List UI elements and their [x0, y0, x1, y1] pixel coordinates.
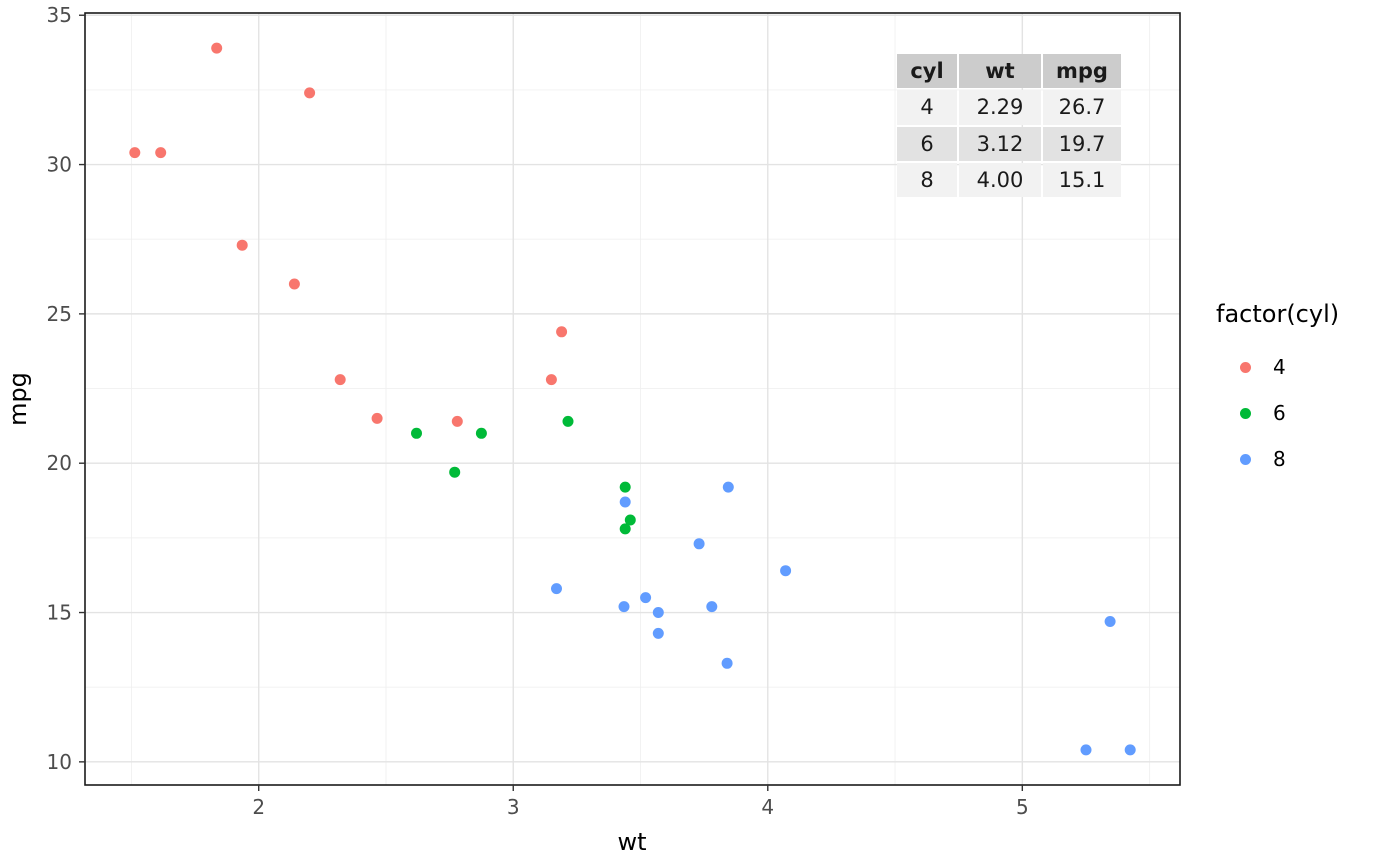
data-point-cyl6	[562, 415, 574, 427]
data-point-cyl8	[619, 496, 631, 508]
inset-table-cell: 15.1	[1043, 163, 1121, 198]
data-point-cyl4	[556, 326, 568, 338]
inset-table: cyl wt mpg 4 2.29 26.7 6 3.12 19.7 8 4.00 15.1	[895, 52, 1123, 199]
y-tick-label: 35	[47, 3, 72, 27]
data-point-cyl8	[693, 538, 705, 550]
y-tick-label: 10	[47, 750, 72, 774]
y-tick-label: 30	[47, 153, 72, 177]
data-point-cyl8	[706, 601, 718, 613]
data-point-cyl4	[236, 239, 248, 251]
legend-entry-8: 8	[1216, 436, 1339, 482]
data-point-cyl6	[411, 427, 422, 439]
legend-key-dot	[1240, 407, 1251, 419]
legend-label: 4	[1273, 355, 1286, 379]
y-tick-label: 20	[47, 451, 72, 475]
data-point-cyl6	[619, 481, 631, 493]
inset-table-cell: 26.7	[1043, 90, 1121, 125]
inset-table-header-cell: cyl	[897, 54, 957, 89]
legend-label: 6	[1273, 401, 1286, 425]
x-axis-title: wt	[617, 828, 647, 856]
inset-table-cell: 2.29	[959, 90, 1041, 125]
inset-table-row: 6 3.12 19.7	[897, 126, 1121, 162]
data-point-cyl8	[722, 481, 734, 493]
legend-entries: 4 6 8	[1216, 344, 1339, 482]
data-point-cyl6	[449, 466, 461, 478]
inset-table-cell: 8	[897, 163, 957, 198]
data-point-cyl8	[640, 592, 652, 604]
inset-table-body: 4 2.29 26.7 6 3.12 19.7 8 4.00 15.1	[897, 90, 1121, 198]
data-point-cyl4	[334, 374, 346, 386]
inset-table-header-cell: wt	[959, 54, 1041, 89]
inset-table-cell: 19.7	[1043, 126, 1121, 162]
legend-entry-6: 6	[1216, 390, 1339, 436]
data-point-cyl8	[618, 601, 630, 613]
data-point-cyl6	[475, 427, 487, 439]
legend-key-dot	[1240, 453, 1251, 465]
x-tick-label: 2	[252, 795, 265, 819]
data-point-cyl8	[780, 565, 792, 577]
data-point-cyl8	[652, 627, 664, 639]
data-point-cyl4	[371, 412, 383, 424]
data-point-cyl8	[721, 657, 733, 669]
x-tick-label: 4	[761, 795, 774, 819]
y-tick-label: 15	[47, 601, 72, 625]
legend-label: 8	[1273, 447, 1286, 471]
legend: factor(cyl) 4 6 8	[1216, 300, 1339, 482]
y-tick-label: 25	[47, 302, 72, 326]
data-point-cyl8	[652, 607, 664, 618]
data-point-cyl8	[1104, 616, 1116, 627]
inset-table-row: 8 4.00 15.1	[897, 163, 1121, 198]
inset-table-cell: 4.00	[959, 163, 1041, 198]
inset-table-cell: 4	[897, 90, 957, 125]
inset-table-header-cell: mpg	[1043, 54, 1121, 89]
data-point-cyl4	[155, 147, 167, 159]
inset-table-head: cyl wt mpg	[897, 54, 1121, 89]
legend-entry-4: 4	[1216, 344, 1339, 390]
x-tick-label: 5	[1016, 795, 1029, 819]
inset-table-header-row: cyl wt mpg	[897, 54, 1121, 89]
legend-key-dot	[1240, 361, 1251, 373]
data-point-cyl4	[211, 42, 223, 54]
y-axis-title: mpg	[4, 372, 32, 426]
data-point-cyl8	[1080, 744, 1092, 756]
data-point-cyl8	[1124, 744, 1136, 756]
data-point-cyl4	[129, 147, 141, 159]
data-point-cyl6	[619, 523, 631, 535]
data-point-cyl4	[451, 415, 463, 427]
data-point-cyl4	[288, 278, 300, 290]
data-point-cyl6	[624, 514, 636, 526]
inset-table-cell: 6	[897, 126, 957, 162]
inset-table-row: 4 2.29 26.7	[897, 90, 1121, 125]
data-point-cyl4	[304, 87, 316, 99]
panel-border	[84, 12, 1181, 786]
data-point-cyl8	[551, 583, 562, 595]
x-tick-label: 3	[507, 795, 520, 819]
legend-title: factor(cyl)	[1216, 300, 1340, 328]
data-point-cyl4	[545, 374, 557, 386]
inset-table-cell: 3.12	[959, 126, 1041, 162]
